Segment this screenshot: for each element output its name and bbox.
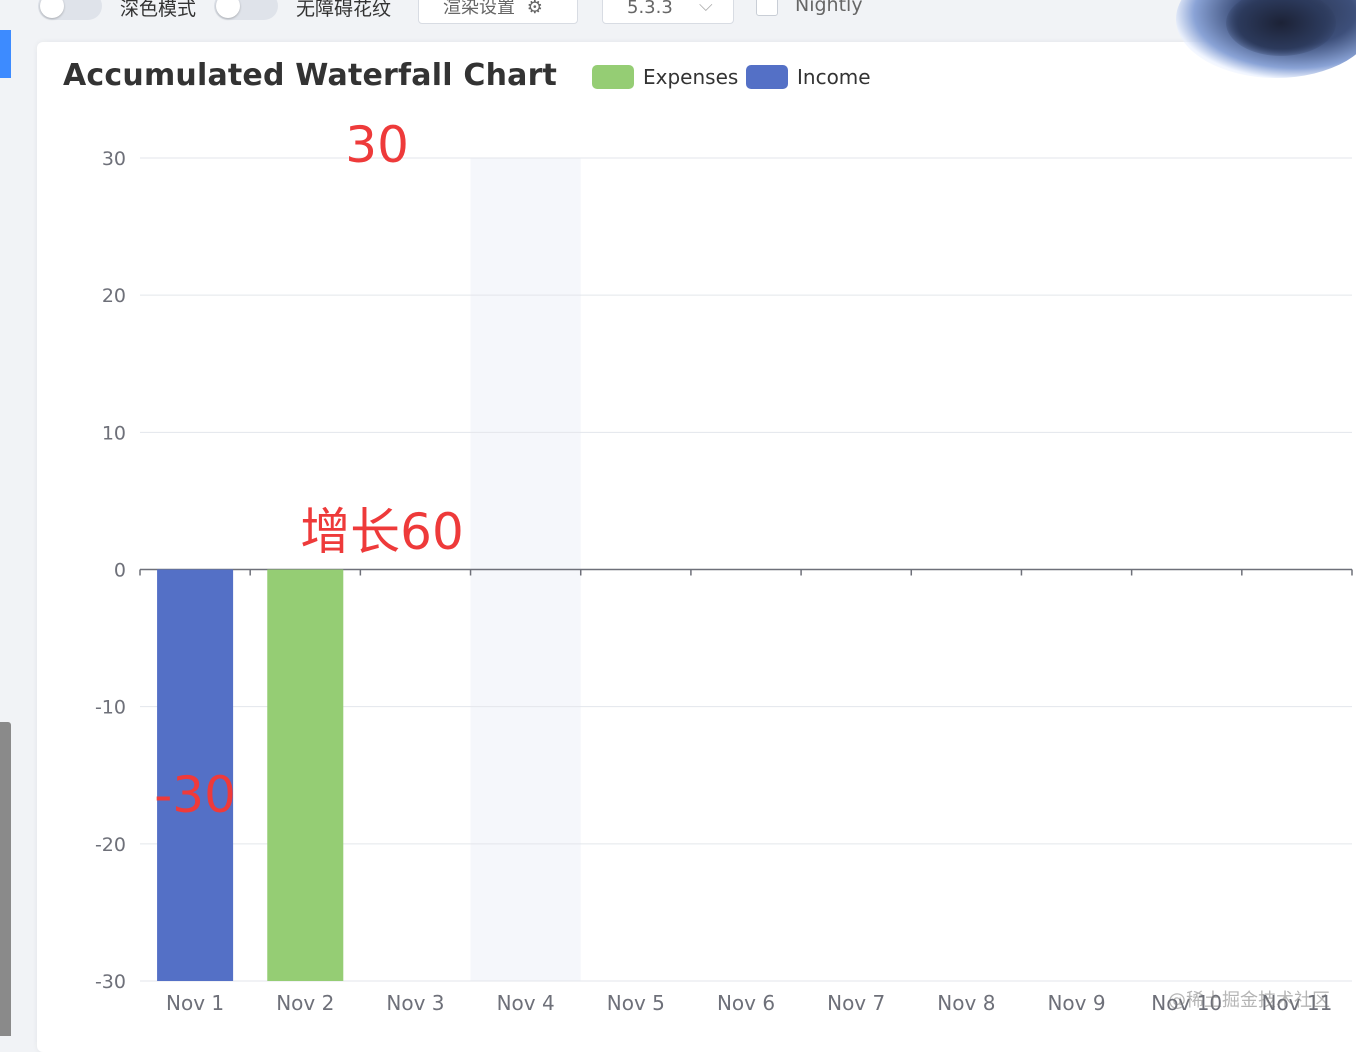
y-tick-label: -20	[95, 834, 126, 856]
toolbar: 深色模式 无障碍花纹 渲染设置 ⚙ 5.3.3 ⌵ Nightly	[0, 0, 1356, 32]
chevron-down-icon: ⌵	[699, 0, 713, 16]
x-tick-label: Nov 2	[276, 991, 334, 1015]
y-tick-label: 30	[102, 148, 126, 170]
x-tick-label: Nov 6	[717, 991, 775, 1015]
version-select[interactable]: 5.3.3 ⌵	[602, 0, 734, 24]
x-tick-label: Nov 5	[607, 991, 665, 1015]
x-tick-label: Nov 8	[937, 991, 995, 1015]
legend-item-expenses[interactable]: Expenses	[592, 64, 738, 90]
y-tick-label: 20	[102, 285, 126, 307]
x-tick-label: Nov 1	[166, 991, 224, 1015]
annotation-label: -30	[154, 766, 236, 824]
nightly-label: Nightly	[795, 0, 863, 16]
annotation-label: 增长60	[300, 503, 464, 561]
dark-mode-label: 深色模式	[120, 0, 197, 20]
bar-expenses-nov-2	[267, 569, 344, 981]
nightly-checkbox[interactable]	[756, 0, 778, 16]
legend-swatch	[592, 65, 634, 89]
toggle-knob	[216, 0, 240, 18]
render-settings-button[interactable]: 渲染设置 ⚙	[418, 0, 578, 24]
bar-income-nov-1	[157, 569, 234, 981]
toggle-knob	[40, 0, 64, 18]
chart-card	[37, 42, 1356, 1052]
x-tick-label: Nov 10	[1151, 991, 1222, 1015]
x-tick-label: Nov 9	[1047, 991, 1105, 1015]
watermark: @稀土掘金技术社区	[1168, 990, 1330, 1011]
version-value: 5.3.3	[627, 0, 673, 18]
y-tick-label: -30	[95, 971, 126, 993]
x-tick-label: Nov 3	[386, 991, 444, 1015]
legend-label: Expenses	[643, 65, 739, 89]
scrollbar[interactable]	[0, 722, 11, 1036]
y-tick-label: -10	[95, 697, 126, 719]
chart-title: Accumulated Waterfall Chart	[63, 58, 558, 93]
legend-label: Income	[797, 65, 871, 89]
x-tick-label: Nov 11	[1261, 991, 1332, 1015]
avatar-image	[1226, 0, 1336, 56]
annotation-label: 30	[345, 116, 409, 174]
dark-mode-toggle[interactable]	[38, 0, 102, 20]
x-tick-label: Nov 7	[827, 991, 885, 1015]
x-tick-label: Nov 4	[497, 991, 555, 1015]
aria-decal-toggle[interactable]	[214, 0, 278, 20]
aria-decal-label: 无障碍花纹	[296, 0, 392, 20]
legend-swatch	[746, 65, 788, 89]
legend-item-income[interactable]: Income	[746, 64, 871, 90]
y-tick-label: 0	[114, 560, 126, 582]
render-settings-label: 渲染设置	[443, 0, 515, 18]
sidebar-active-indicator	[0, 30, 11, 78]
gear-icon: ⚙	[526, 0, 543, 18]
y-tick-label: 10	[102, 422, 126, 444]
